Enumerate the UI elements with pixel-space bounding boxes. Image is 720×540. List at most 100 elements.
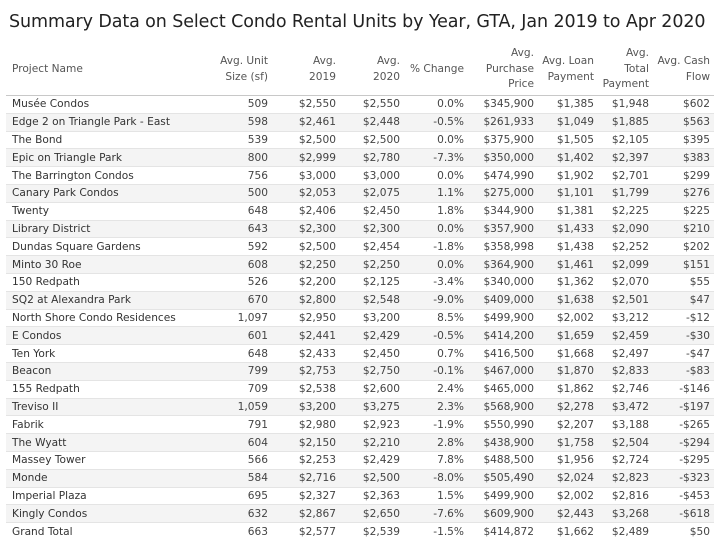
cell-avg-purchase-price: $438,900 <box>468 433 538 452</box>
cell-pct-change: 8.5% <box>404 309 468 328</box>
cell-project-name: Musée Condos <box>6 95 202 114</box>
cell-avg-purchase-price: $358,998 <box>468 237 538 257</box>
cell-project-name: Fabrik <box>6 415 202 435</box>
cell-avg-cash-flow: $563 <box>653 113 714 132</box>
cell-project-name: Dundas Square Gardens <box>6 237 202 257</box>
cell-avg-purchase-price: $568,900 <box>468 398 538 417</box>
table-row: North Shore Condo Residences 1,097 $2,950 $… <box>6 309 714 328</box>
cell-avg-total-payment: $2,090 <box>598 220 653 239</box>
cell-pct-change: 7.8% <box>404 451 468 470</box>
cell-project-name: The Bond <box>6 131 202 150</box>
cell-avg-total-payment: $2,099 <box>598 255 653 274</box>
cell-pct-change: -8.0% <box>404 469 468 488</box>
cell-avg-2020: $2,300 <box>340 220 404 239</box>
cell-avg-loan-payment: $1,402 <box>538 148 598 168</box>
cell-avg-total-payment: $3,472 <box>598 398 653 417</box>
table-row: Dundas Square Gardens 592 $2,500 $2,454 -1.8… <box>6 237 714 257</box>
cell-avg-cash-flow: $210 <box>653 220 714 239</box>
cell-project-name: Imperial Plaza <box>6 487 202 506</box>
cell-avg-total-payment: $2,823 <box>598 469 653 488</box>
cell-avg-purchase-price: $345,900 <box>468 95 538 114</box>
cell-avg-cash-flow: $276 <box>653 184 714 203</box>
cell-avg-purchase-price: $609,900 <box>468 504 538 524</box>
column-header-line: Flow <box>685 70 710 83</box>
cell-avg-2020: $2,075 <box>340 184 404 203</box>
total-cell-avg-unit-size: 663 <box>202 522 272 540</box>
cell-avg-2019: $2,550 <box>272 95 340 114</box>
total-cell-project-name: Grand Total <box>6 522 202 540</box>
cell-pct-change: -0.5% <box>404 113 468 132</box>
table-row: Fabrik 791 $2,980 $2,923 -1.9% $550,990 $2,207… <box>6 415 714 435</box>
cell-avg-total-payment: $2,459 <box>598 326 653 346</box>
cell-pct-change: 0.0% <box>404 95 468 114</box>
cell-avg-unit-size: 539 <box>202 131 272 150</box>
cell-avg-2019: $2,500 <box>272 131 340 150</box>
column-header-avg-total-payment: Avg. Total Payment <box>598 44 653 96</box>
cell-avg-2019: $2,300 <box>272 220 340 239</box>
cell-avg-total-payment: $3,212 <box>598 309 653 328</box>
cell-avg-unit-size: 509 <box>202 95 272 114</box>
cell-avg-2019: $2,461 <box>272 113 340 132</box>
column-header-avg-2020: Avg. 2020 <box>340 44 404 96</box>
column-header-avg-loan-payment: Avg. Loan Payment <box>538 44 598 96</box>
cell-avg-cash-flow: -$30 <box>653 326 714 346</box>
cell-project-name: Canary Park Condos <box>6 184 202 203</box>
column-header-line: Avg. Unit <box>220 55 268 68</box>
cell-pct-change: 2.8% <box>404 433 468 452</box>
cell-avg-cash-flow: -$47 <box>653 344 714 363</box>
total-cell-avg-2020: $2,539 <box>340 522 404 540</box>
cell-project-name: Kingly Condos <box>6 504 202 524</box>
column-header-line: Avg. <box>377 55 400 68</box>
grand-total-row: Grand Total 663 $2,577 $2,539 -1.5% $414,872 $… <box>6 522 714 540</box>
cell-avg-unit-size: 791 <box>202 415 272 435</box>
cell-avg-2019: $2,406 <box>272 202 340 221</box>
cell-avg-unit-size: 592 <box>202 237 272 257</box>
cell-avg-total-payment: $2,746 <box>598 380 653 399</box>
cell-avg-cash-flow: -$295 <box>653 451 714 470</box>
table-row: The Bond 539 $2,500 $2,500 0.0% $375,900 $1,50… <box>6 131 714 150</box>
cell-avg-2020: $2,429 <box>340 451 404 470</box>
cell-pct-change: -0.5% <box>404 326 468 346</box>
cell-avg-2019: $2,753 <box>272 362 340 381</box>
cell-avg-2019: $2,433 <box>272 344 340 363</box>
cell-avg-unit-size: 566 <box>202 451 272 470</box>
cell-avg-loan-payment: $1,461 <box>538 255 598 274</box>
cell-avg-total-payment: $2,497 <box>598 344 653 363</box>
cell-project-name: Twenty <box>6 202 202 221</box>
column-header-avg-purchase-price: Avg. Purchase Price <box>468 44 538 96</box>
cell-avg-unit-size: 799 <box>202 362 272 381</box>
table-row: Musée Condos 509 $2,550 $2,550 0.0% $345,900 $… <box>6 95 714 114</box>
table-row: Treviso II 1,059 $3,200 $3,275 2.3% $568,900 $… <box>6 398 714 417</box>
cell-pct-change: -0.1% <box>404 362 468 381</box>
cell-avg-2019: $2,950 <box>272 309 340 328</box>
cell-avg-unit-size: 500 <box>202 184 272 203</box>
cell-avg-cash-flow: -$618 <box>653 504 714 524</box>
cell-project-name: Minto 30 Roe <box>6 255 202 274</box>
cell-avg-total-payment: $3,268 <box>598 504 653 524</box>
cell-avg-2020: $2,363 <box>340 487 404 506</box>
cell-avg-2020: $2,923 <box>340 415 404 435</box>
cell-avg-unit-size: 1,059 <box>202 398 272 417</box>
cell-avg-unit-size: 584 <box>202 469 272 488</box>
cell-avg-cash-flow: -$83 <box>653 362 714 381</box>
cell-pct-change: 0.0% <box>404 131 468 150</box>
cell-avg-2019: $3,000 <box>272 166 340 185</box>
cell-avg-2020: $2,125 <box>340 273 404 292</box>
cell-avg-cash-flow: $383 <box>653 148 714 168</box>
cell-avg-purchase-price: $275,000 <box>468 184 538 203</box>
cell-avg-loan-payment: $2,443 <box>538 504 598 524</box>
cell-avg-2019: $2,150 <box>272 433 340 452</box>
cell-avg-2020: $2,429 <box>340 326 404 346</box>
table-row: E Condos 601 $2,441 $2,429 -0.5% $414,200 $1,6… <box>6 326 714 346</box>
cell-project-name: The Wyatt <box>6 433 202 452</box>
cell-avg-cash-flow: -$294 <box>653 433 714 452</box>
cell-avg-unit-size: 598 <box>202 113 272 132</box>
cell-avg-unit-size: 632 <box>202 504 272 524</box>
cell-project-name: Massey Tower <box>6 451 202 470</box>
cell-avg-2020: $2,210 <box>340 433 404 452</box>
cell-avg-2019: $2,441 <box>272 326 340 346</box>
cell-avg-2020: $2,450 <box>340 202 404 221</box>
cell-avg-2020: $2,650 <box>340 504 404 524</box>
cell-avg-unit-size: 604 <box>202 433 272 452</box>
cell-pct-change: 0.0% <box>404 220 468 239</box>
